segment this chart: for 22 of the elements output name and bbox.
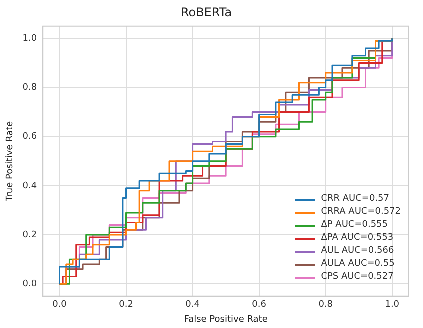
x-tick-label: 1.0 [385,300,400,310]
legend-label: AUL AUC=0.566 [321,245,394,258]
y-tick-label: 0.0 [22,279,38,290]
legend-label: CPS AUC=0.527 [321,271,394,284]
x-tick-label: 0.4 [186,300,200,310]
chart-title: RoBERTa [180,5,232,20]
y-tick-label: 0.4 [22,181,38,192]
y-tick-label: 0.8 [22,83,38,94]
y-axis-title: True Positive Rate [6,120,16,202]
legend-label: AULA AUC=0.55 [321,258,395,271]
x-tick-label: 0.6 [252,300,267,310]
x-tick-label: 0.0 [52,300,68,310]
legend-label: CRR AUC=0.57 [321,193,390,206]
legend-label: ΔPA AUC=0.553 [321,232,394,245]
y-tick-label: 1.0 [22,34,38,44]
x-tick-label: 0.8 [318,300,334,310]
legend-label: CRRA AUC=0.572 [321,206,401,219]
legend-label: ΔP AUC=0.555 [321,219,388,232]
x-axis-title: False Positive Rate [184,314,268,325]
y-tick-label: 0.2 [22,230,38,240]
y-tick-label: 0.6 [22,132,38,142]
x-tick-label: 0.2 [119,300,134,310]
